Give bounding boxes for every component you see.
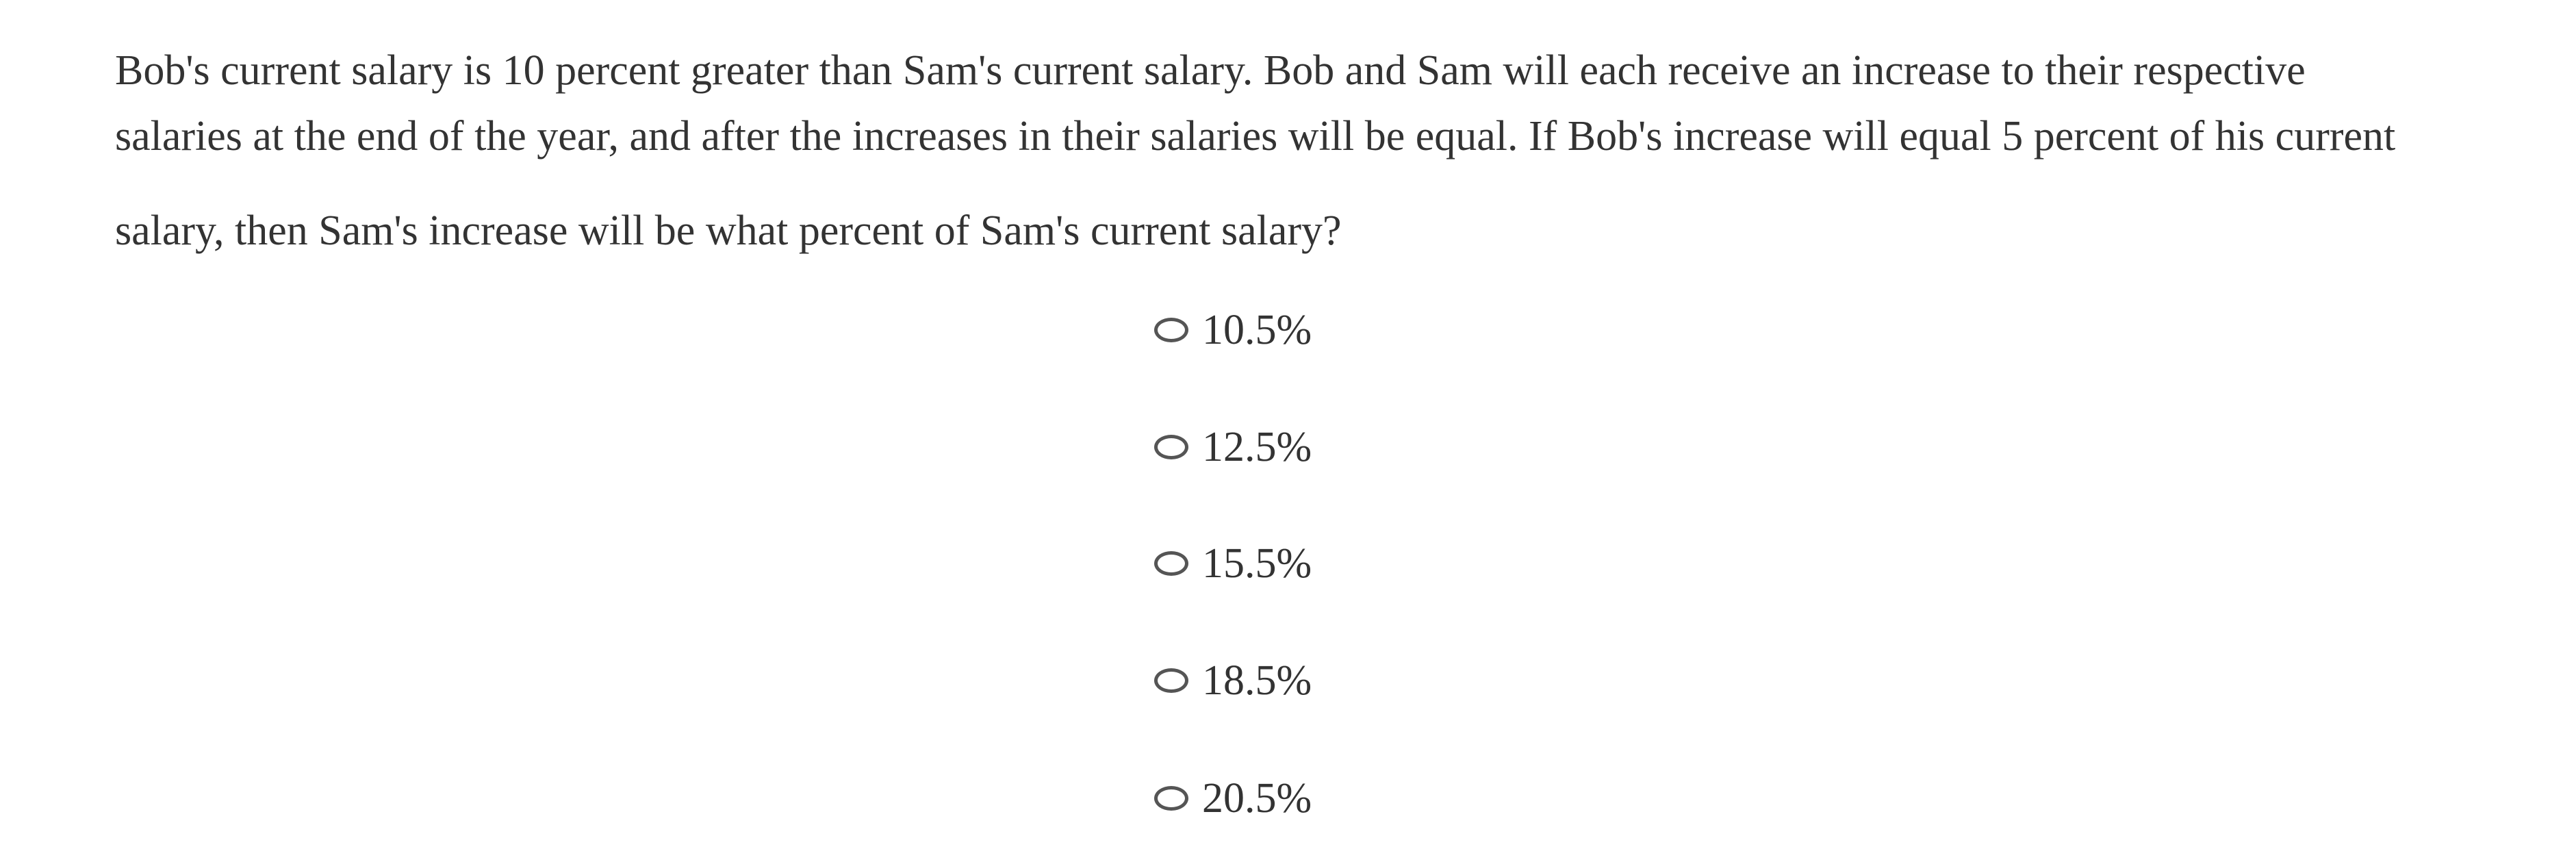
option-label: 10.5% [1202,307,1312,353]
option-label: 15.5% [1202,540,1312,587]
answer-option-4[interactable]: 18.5% [1154,657,1312,705]
question-line: salaries at the end of the year, and aft… [115,113,2396,160]
option-label: 18.5% [1202,657,1312,704]
answer-option-1[interactable]: 10.5% [1154,306,1312,354]
radio-button-icon[interactable] [1154,551,1188,576]
question-line: salary, then Sam's increase will be what… [115,207,1342,254]
option-label: 20.5% [1202,775,1312,822]
question-line: Bob's current salary is 10 percent great… [115,47,2306,94]
answer-option-3[interactable]: 15.5% [1154,540,1312,587]
radio-button-icon[interactable] [1154,435,1188,459]
answer-option-5[interactable]: 20.5% [1154,774,1312,822]
radio-button-icon[interactable] [1154,668,1188,693]
answer-option-2[interactable]: 12.5% [1154,423,1312,471]
option-label: 12.5% [1202,424,1312,470]
radio-button-icon[interactable] [1154,786,1188,811]
radio-button-icon[interactable] [1154,318,1188,342]
